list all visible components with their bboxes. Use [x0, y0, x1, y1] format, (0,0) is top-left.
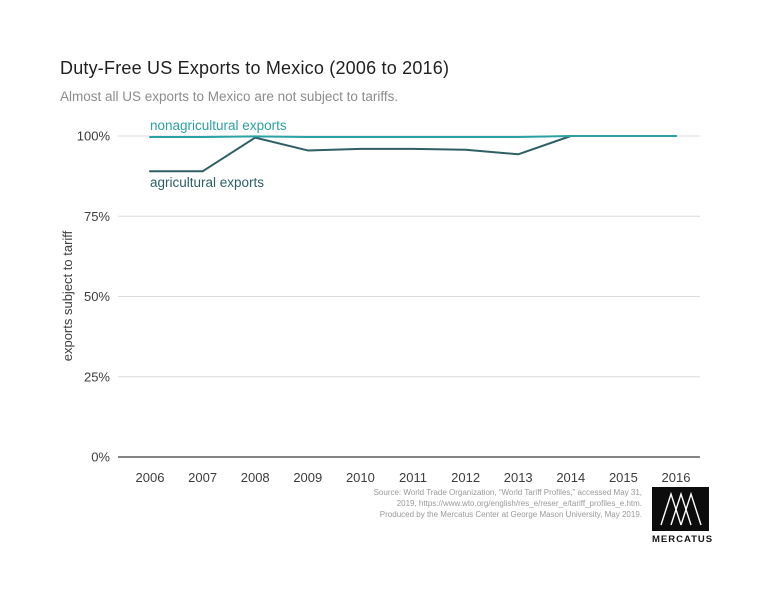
source-line: 2019, https://www.wto.org/english/res_e/… — [396, 499, 642, 508]
source-line: Produced by the Mercatus Center at Georg… — [379, 510, 642, 519]
y-tick-label: 50% — [84, 289, 110, 304]
mercatus-logo: MERCATUS — [652, 487, 714, 545]
x-tick-label: 2012 — [451, 470, 480, 485]
x-tick-label: 2010 — [346, 470, 375, 485]
series-line-1 — [149, 135, 677, 173]
series-line-0 — [149, 135, 677, 138]
logo-wordmark: MERCATUS — [652, 534, 714, 545]
x-tick-label: 2014 — [556, 470, 585, 485]
x-tick-label: 2007 — [188, 470, 217, 485]
x-tick-label: 2009 — [293, 470, 322, 485]
y-tick-label: 25% — [84, 369, 110, 384]
x-tick-label: 2011 — [399, 470, 427, 485]
source-note: Source: World Trade Organization, “World… — [312, 487, 642, 520]
series-label-1: agricultural exports — [150, 175, 264, 190]
x-tick-label: 2015 — [609, 470, 638, 485]
x-tick-label: 2006 — [136, 470, 165, 485]
x-tick-label: 2016 — [662, 470, 691, 485]
y-tick-label: 0% — [91, 450, 110, 465]
y-tick-label: 75% — [84, 209, 110, 224]
logo-mark-icon — [652, 487, 709, 531]
x-tick-label: 2013 — [504, 470, 533, 485]
chart-subtitle: Almost all US exports to Mexico are not … — [60, 89, 399, 104]
y-axis-title: exports subject to tariff — [60, 230, 75, 361]
series-label-0: nonagricultural exports — [150, 118, 287, 133]
source-line: Source: World Trade Organization, “World… — [373, 488, 642, 497]
chart-title: Duty-Free US Exports to Mexico (2006 to … — [60, 58, 450, 78]
mountain-peaks-icon — [659, 491, 702, 526]
x-tick-label: 2008 — [241, 470, 270, 485]
y-tick-label: 100% — [77, 129, 111, 144]
